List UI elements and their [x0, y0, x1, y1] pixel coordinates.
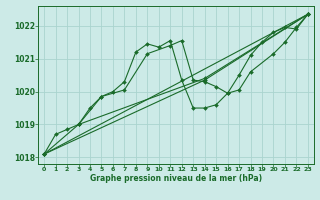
X-axis label: Graphe pression niveau de la mer (hPa): Graphe pression niveau de la mer (hPa) [90, 174, 262, 183]
